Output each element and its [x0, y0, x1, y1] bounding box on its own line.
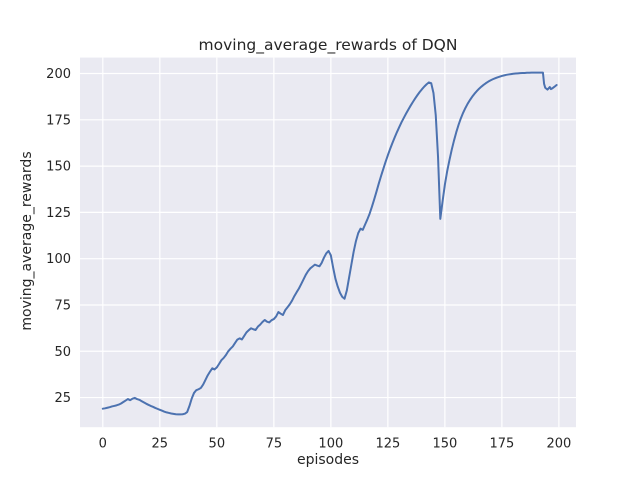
y-tick-label: 75	[54, 298, 71, 313]
x-tick-label: 175	[489, 437, 514, 452]
x-tick-label: 200	[546, 437, 571, 452]
x-tick-label: 100	[318, 437, 343, 452]
x-tick-label: 50	[209, 437, 226, 452]
y-tick-label: 25	[54, 391, 71, 406]
x-tick-label: 0	[99, 437, 107, 452]
y-tick-label: 150	[46, 160, 71, 175]
y-tick-label: 50	[54, 345, 71, 360]
reward-line	[101, 71, 558, 416]
plot-area	[80, 57, 576, 428]
x-tick-label: 150	[432, 437, 457, 452]
y-tick-label: 175	[46, 113, 71, 128]
y-tick-label: 125	[46, 206, 71, 221]
x-axis-label: episodes	[296, 452, 360, 468]
x-tick-label: 25	[152, 437, 169, 452]
x-tick-label: 75	[266, 437, 283, 452]
y-tick-label: 200	[46, 67, 71, 82]
gridlines	[80, 57, 576, 428]
x-tick-label: 125	[375, 437, 400, 452]
tick-labels: 0 25 50 75 100 125 150 175 200 25 50 75 100 125 150 175…	[46, 67, 571, 452]
y-tick-label: 100	[46, 252, 71, 267]
y-axis-label: moving_average_rewards	[19, 151, 35, 331]
chart-title: moving_average_rewards of DQN	[198, 36, 458, 54]
